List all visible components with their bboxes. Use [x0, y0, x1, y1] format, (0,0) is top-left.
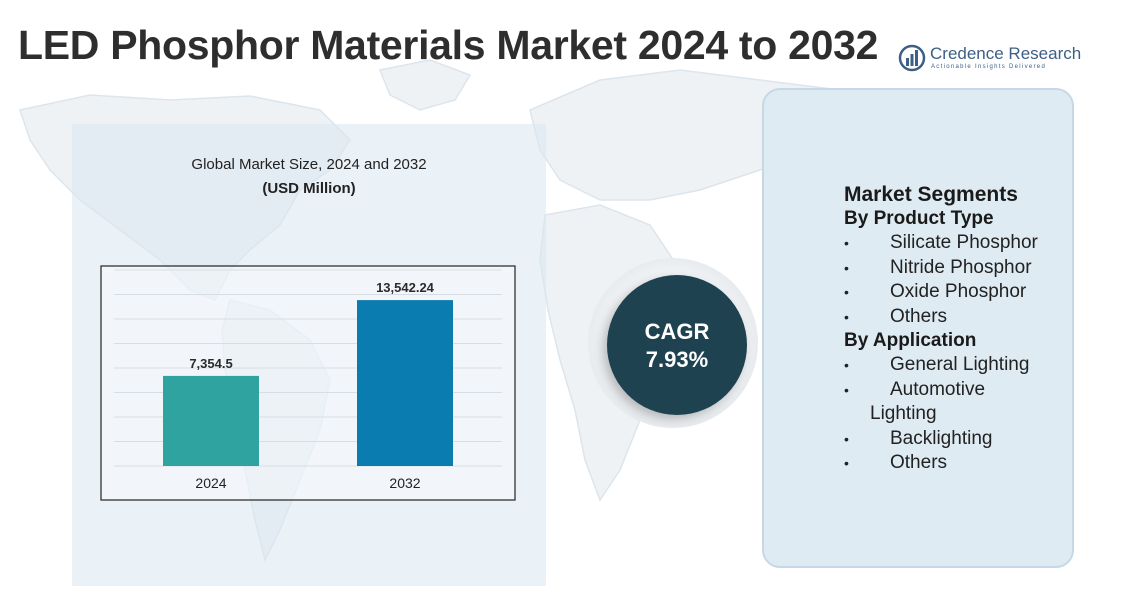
cagr-label: CAGR — [644, 319, 710, 344]
page-title: LED Phosphor Materials Market 2024 to 20… — [18, 22, 879, 68]
segment-item-label: Backlighting — [890, 427, 993, 449]
cagr-value: 7.93% — [645, 347, 709, 372]
segment-item-label: Silicate Phosphor — [890, 232, 1038, 253]
chart-unit: (USD Million) — [262, 180, 356, 197]
logo-name: Credence Research — [930, 44, 1082, 63]
segments-heading: Market Segments — [844, 183, 1018, 206]
segment-item-label: Lighting — [870, 403, 937, 424]
bullet-icon: • — [844, 308, 849, 325]
bullet-icon: • — [844, 284, 849, 300]
bar-2032 — [357, 300, 453, 466]
segments-panel: Market Segments By Product Type • Silicat… — [762, 88, 1074, 568]
segment-group-title: By Product Type — [844, 208, 994, 229]
segment-item: • Oxide Phosphor — [844, 280, 1074, 305]
bar-chart: 7,354.5 2024 13,542.24 2032 — [100, 265, 516, 501]
bullet-icon: • — [844, 259, 849, 276]
segment-item-label: Nitride Phosphor — [890, 256, 1032, 278]
bullet-icon: • — [844, 430, 849, 447]
chart-subtitle: Global Market Size, 2024 and 2032 — [191, 156, 427, 173]
segment-list-product-type: • Silicate Phosphor • Nitride Phosphor • Ox… — [844, 231, 1074, 329]
x-tick-label-2032: 2032 — [389, 475, 420, 491]
segment-group-title: By Application — [844, 330, 977, 351]
chart-panel: Global Market Size, 2024 and 2032 (USD M… — [72, 124, 546, 586]
segment-item-label: Others — [890, 305, 948, 327]
segment-item-label: Automotive — [890, 378, 986, 400]
bullet-icon: • — [844, 455, 849, 471]
segment-item: • Backlighting — [844, 427, 1074, 452]
bullet-icon: • — [844, 381, 849, 398]
logo-tagline: Actionable Insights Delivered — [931, 64, 1047, 70]
segment-item: • Others — [844, 305, 1074, 330]
segment-item: • Automotive — [844, 378, 1074, 403]
cagr-badge: CAGR 7.93% — [607, 275, 747, 415]
segment-item: • General Lighting — [844, 353, 1074, 378]
credence-research-logo: Credence Research Actionable Insights De… — [898, 42, 1098, 76]
segment-item-continuation: Lighting — [844, 402, 1074, 427]
data-label-2024: 7,354.5 — [189, 356, 232, 371]
x-tick-label-2024: 2024 — [195, 475, 226, 491]
bullet-icon: • — [844, 235, 849, 251]
segment-item-label: Others — [890, 452, 948, 473]
segment-item: • Others — [844, 451, 1074, 476]
bullet-icon: • — [844, 357, 849, 373]
bar-2024 — [163, 375, 259, 466]
segment-item: • Nitride Phosphor — [844, 256, 1074, 281]
segment-item-label: Oxide Phosphor — [890, 281, 1027, 302]
bar-chart-globe-icon — [898, 44, 926, 72]
data-label-2032: 13,542.24 — [376, 280, 435, 295]
segment-item-label: General Lighting — [890, 354, 1030, 375]
segment-item: • Silicate Phosphor — [844, 231, 1074, 256]
segment-list-application: • General Lighting • Automotive Lighting •… — [844, 353, 1074, 476]
